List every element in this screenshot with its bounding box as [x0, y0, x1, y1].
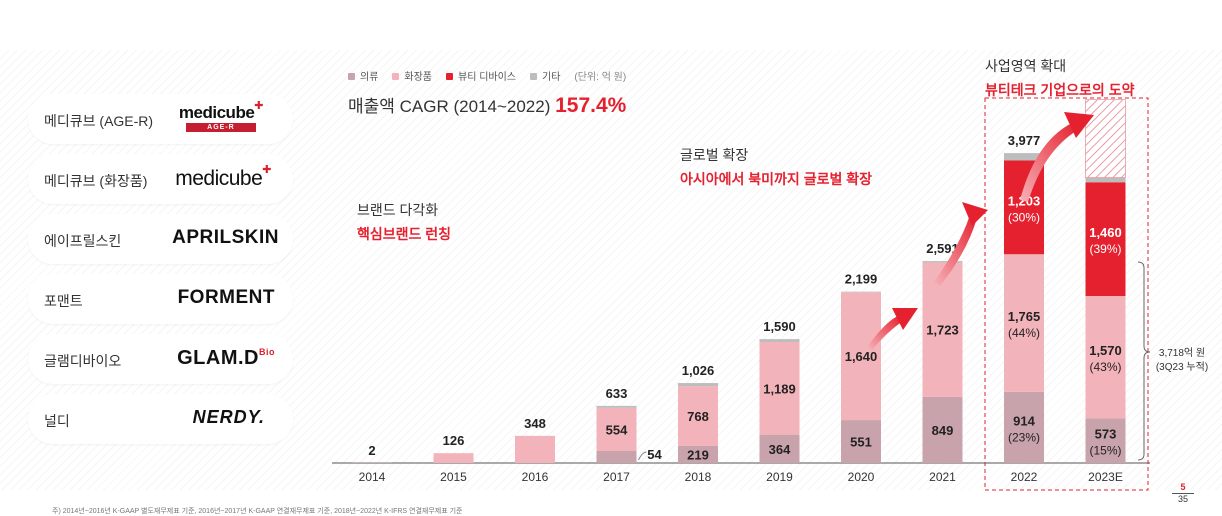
- x-tick-label-2016: 2016: [522, 470, 549, 484]
- bar-기타-2018: [678, 383, 718, 386]
- bar-기타-2019: [760, 339, 800, 342]
- data-label-2020-의류: 551: [850, 435, 872, 450]
- data-label-2020-화장품: 1,640: [845, 349, 878, 364]
- leader-line-2017: [639, 452, 647, 460]
- x-tick-label-2018: 2018: [685, 470, 712, 484]
- bar-기타-2020: [841, 292, 881, 293]
- pct-label-2022-화장품: (44%): [1008, 326, 1040, 340]
- x-tick-label-2022: 2022: [1011, 470, 1038, 484]
- total-label-2022: 3,977: [1008, 133, 1041, 148]
- data-label-2022-의류: 914: [1013, 413, 1035, 428]
- footnote: 주) 2014년~2016년 K-GAAP 별도재무제표 기준, 2016년~2…: [52, 506, 463, 516]
- pct-label-2022-의류: (23%): [1008, 430, 1040, 444]
- page-number: 5 35: [1172, 482, 1194, 505]
- pct-label-2023E-뷰티 디바이스: (39%): [1089, 242, 1121, 256]
- total-label-2015: 126: [443, 433, 465, 448]
- data-label-2019-의류: 364: [769, 442, 791, 457]
- page-total: 35: [1172, 494, 1194, 505]
- total-label-2016: 348: [524, 416, 546, 431]
- data-label-2017-화장품: 554: [606, 422, 628, 437]
- pct-label-2023E-화장품: (43%): [1089, 360, 1121, 374]
- data-label-2019-화장품: 1,189: [763, 381, 796, 396]
- x-tick-label-2023E: 2023E: [1088, 470, 1123, 484]
- x-tick-label-2019: 2019: [766, 470, 793, 484]
- x-tick-label-2020: 2020: [848, 470, 875, 484]
- x-tick-label-2015: 2015: [440, 470, 467, 484]
- bracket-note-line2: (3Q23 누적): [1156, 361, 1208, 373]
- total-label-2014: 2: [368, 443, 375, 458]
- pct-label-2023E-의류: (15%): [1089, 444, 1121, 458]
- total-label-2017: 633: [606, 386, 628, 401]
- total-label-2018: 1,026: [682, 363, 715, 378]
- x-tick-label-2021: 2021: [929, 470, 956, 484]
- bracket-note-line1: 3,718억 원: [1159, 347, 1205, 359]
- bar-기타-2023E: [1086, 178, 1126, 183]
- page-current: 5: [1172, 482, 1194, 494]
- x-tick-label-2014: 2014: [359, 470, 386, 484]
- bracket-line: [1138, 262, 1150, 460]
- data-label-2017-의류: 54: [647, 447, 662, 462]
- forecast-hatch-bar: [1086, 100, 1126, 178]
- data-label-2023E-뷰티 디바이스: 1,460: [1089, 225, 1122, 240]
- data-label-2018-화장품: 768: [687, 409, 709, 424]
- bar-화장품-2015: [434, 453, 474, 463]
- data-label-2021-의류: 849: [932, 423, 954, 438]
- x-tick-label-2017: 2017: [603, 470, 630, 484]
- data-label-2023E-의류: 573: [1095, 427, 1117, 442]
- pct-label-2022-뷰티 디바이스: (30%): [1008, 210, 1040, 224]
- data-label-2018-의류: 219: [687, 447, 709, 462]
- data-label-2022-화장품: 1,765: [1008, 309, 1041, 324]
- growth-arrow-2-head: [962, 202, 988, 226]
- bar-의류-2017: [597, 451, 637, 463]
- bar-화장품-2016: [515, 436, 555, 463]
- total-label-2020: 2,199: [845, 272, 878, 287]
- total-label-2019: 1,590: [763, 319, 796, 334]
- data-label-2023E-화장품: 1,570: [1089, 343, 1122, 358]
- bar-기타-2017: [597, 406, 637, 408]
- data-label-2021-화장품: 1,723: [926, 323, 959, 338]
